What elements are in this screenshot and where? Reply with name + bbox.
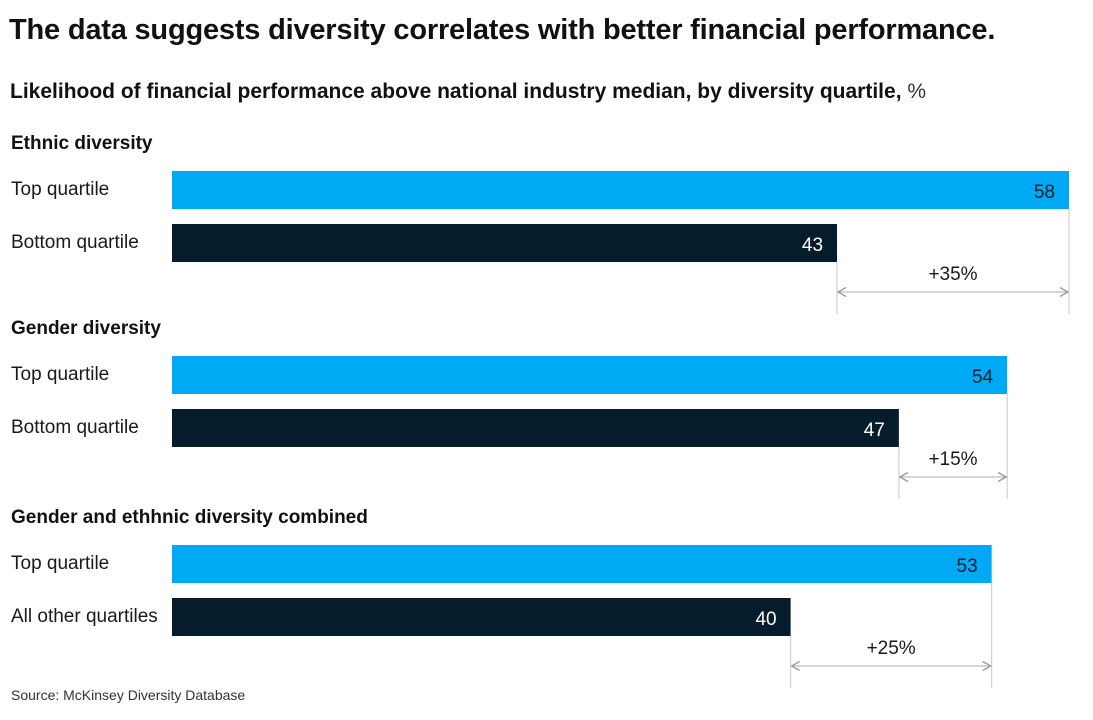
bar[interactable] — [172, 598, 791, 636]
difference-label: +15% — [928, 449, 977, 470]
bar-row-label: Top quartile — [11, 364, 109, 385]
group-title: Gender diversity — [11, 318, 161, 339]
bar-row-label: Top quartile — [11, 553, 109, 574]
bar-row-label: Bottom quartile — [11, 232, 139, 253]
arrow-head-left — [836, 286, 847, 298]
bar[interactable] — [172, 356, 1008, 394]
arrow-head-left — [898, 471, 909, 483]
chart-title: The data suggests diversity correlates w… — [9, 14, 996, 46]
arrow-head-right — [982, 660, 992, 672]
difference-label: +25% — [867, 638, 916, 659]
bar-row-label: Bottom quartile — [11, 417, 139, 438]
bar-value-label: 43 — [802, 235, 823, 256]
arrow-head-right — [997, 471, 1008, 483]
group-title: Gender and ethhnic diversity combined — [11, 507, 368, 528]
bar-row-label: Top quartile — [11, 179, 109, 200]
difference-label: +35% — [928, 264, 977, 285]
bar-value-label: 58 — [1034, 182, 1055, 203]
subtitle-unit: % — [907, 80, 927, 103]
source-note: Source: McKinsey Diversity Database — [11, 687, 246, 703]
bar[interactable] — [172, 171, 1069, 209]
bar-value-label: 47 — [864, 420, 885, 441]
bar-value-label: 53 — [957, 556, 978, 577]
bar[interactable] — [172, 224, 838, 262]
bar[interactable] — [172, 545, 992, 583]
arrow-head-right — [1059, 286, 1070, 298]
bar[interactable] — [172, 409, 899, 447]
chart-subtitle: Likelihood of financial performance abov… — [10, 80, 926, 104]
bar-value-label: 54 — [972, 367, 994, 388]
group-title: Ethnic diversity — [11, 133, 153, 154]
bar-row-label: All other quartiles — [11, 606, 158, 627]
arrow-head-left — [790, 660, 800, 672]
subtitle-main: Likelihood of financial performance abov… — [10, 80, 902, 103]
bar-value-label: 40 — [755, 609, 776, 630]
